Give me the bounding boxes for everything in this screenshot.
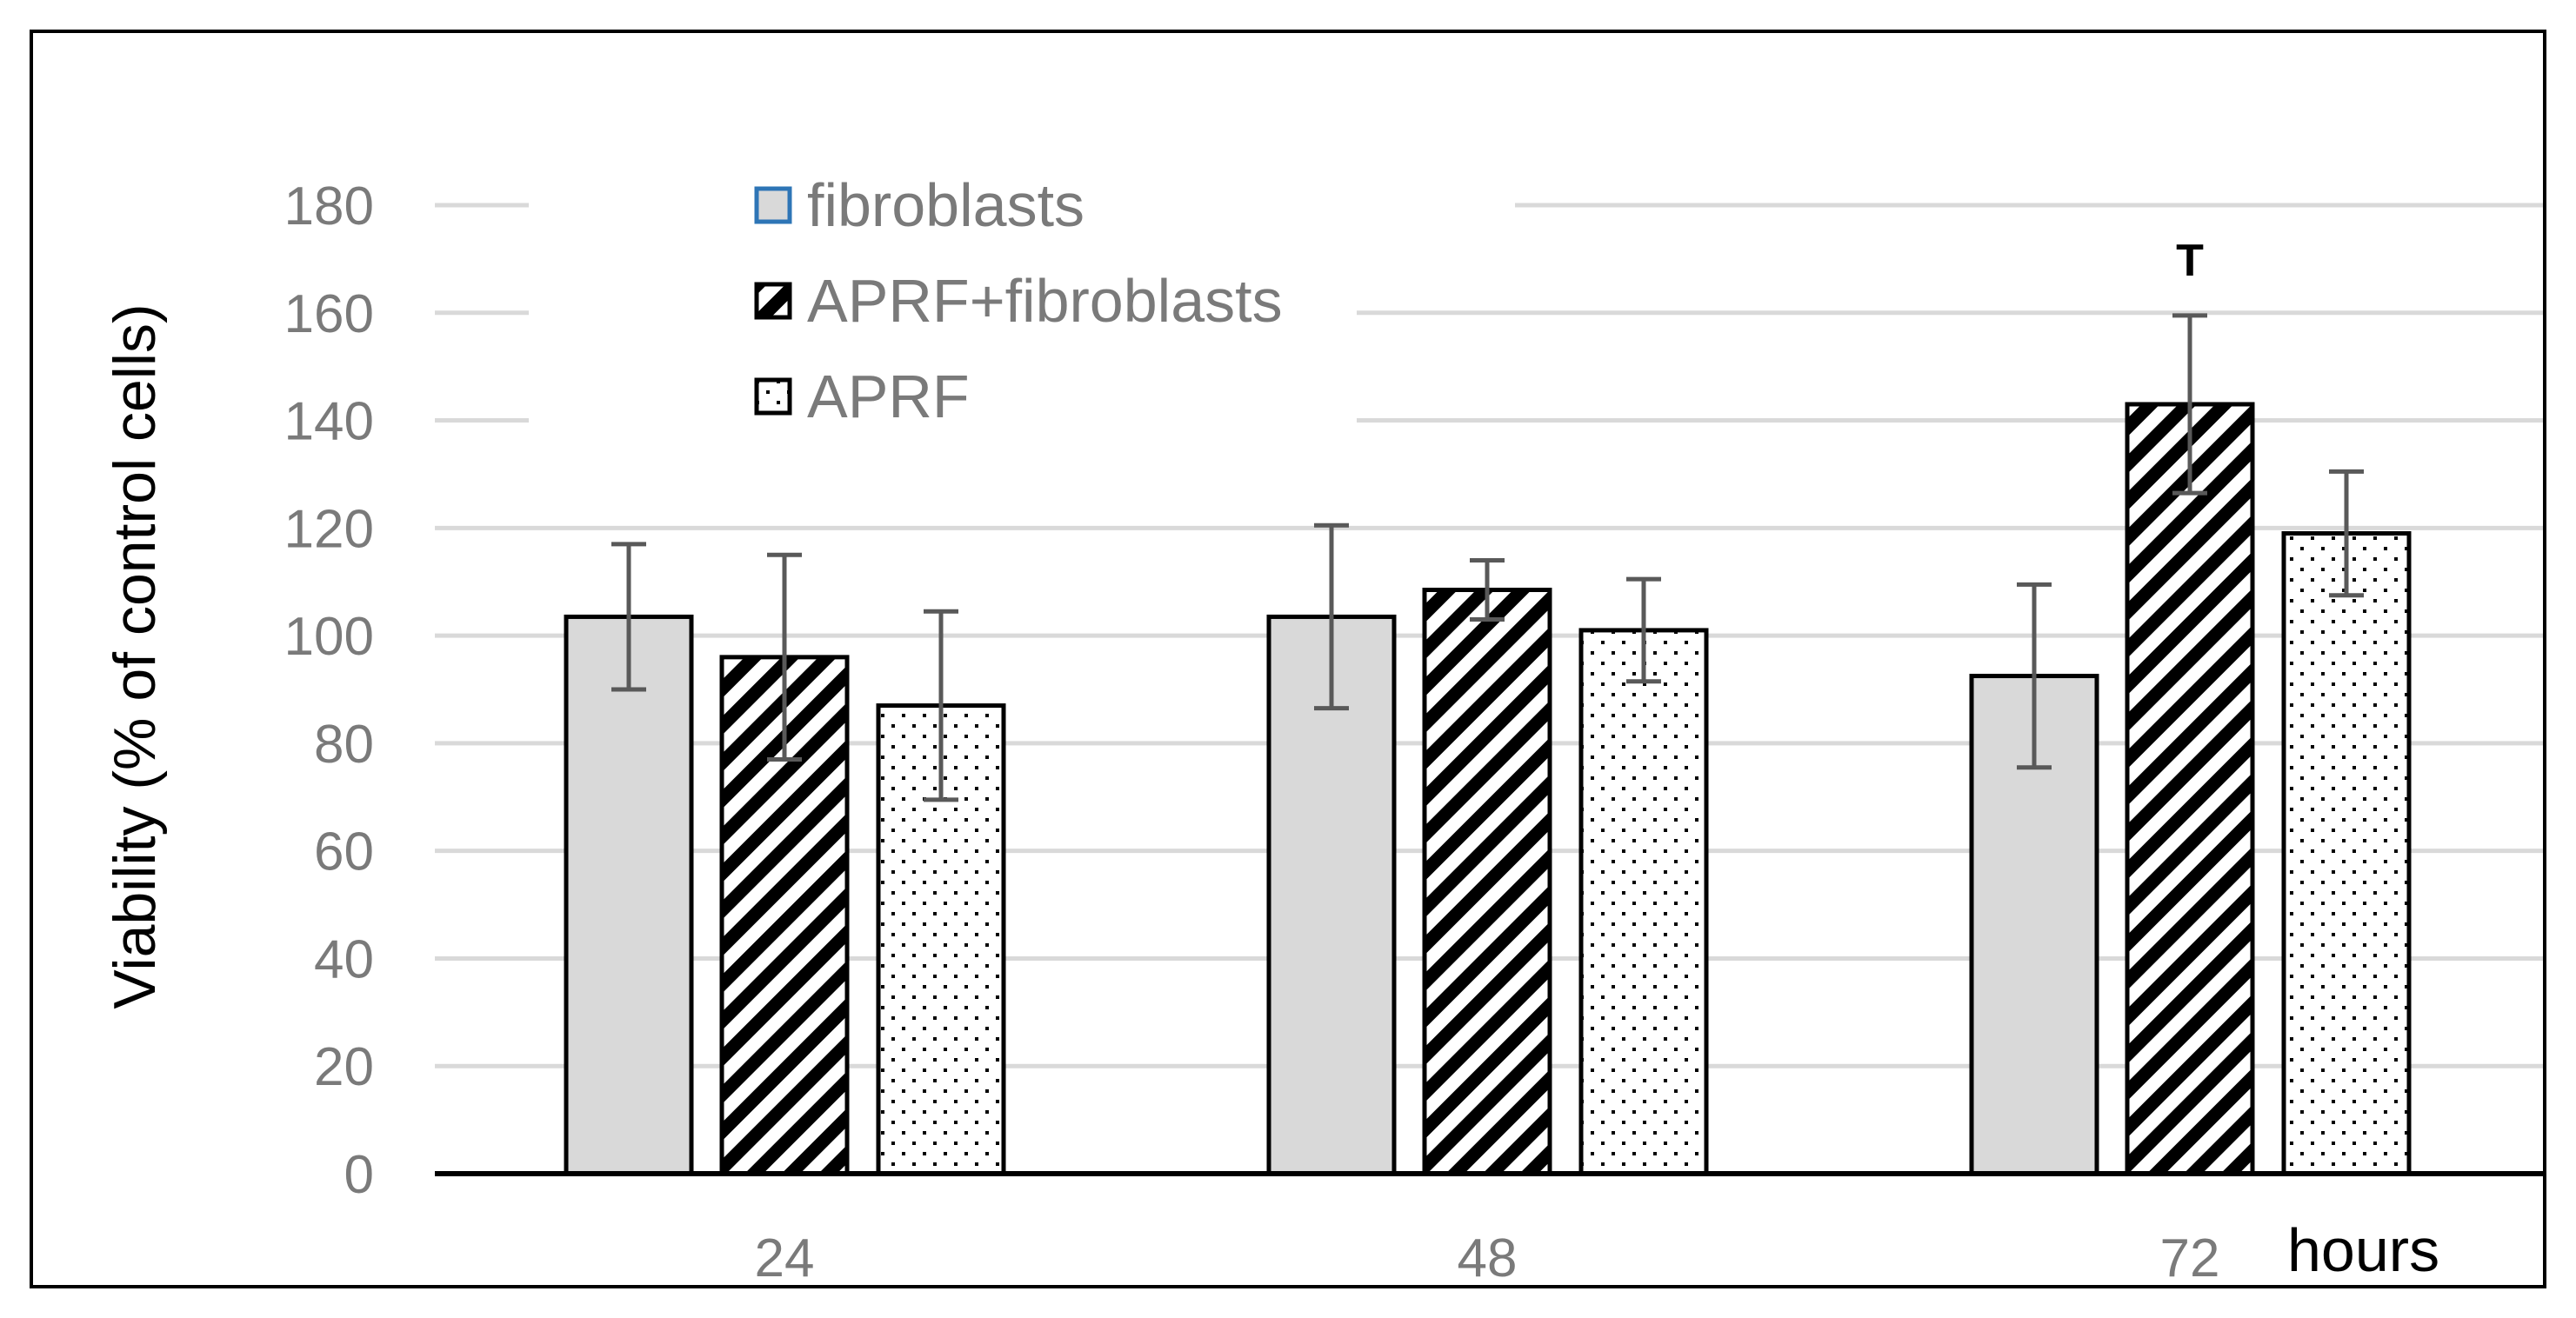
x-tick-label: 48	[1458, 1228, 1518, 1288]
y-tick-labels: 0 20 40 60 80 100 120 140 160 180	[284, 176, 374, 1205]
error-bar	[1470, 557, 1505, 622]
bar-fibroblasts-24	[564, 614, 694, 1176]
y-tick-label: 60	[314, 822, 374, 882]
y-tick-label: 100	[284, 607, 374, 667]
x-tick-label: 24	[755, 1228, 815, 1288]
legend-swatch	[754, 377, 792, 416]
significance-marker: T	[2176, 236, 2204, 286]
y-tick-label: 40	[314, 929, 374, 989]
legend: fibroblasts APRF+fibroblasts APRF	[754, 171, 1283, 430]
error-bar	[767, 552, 802, 762]
error-bar	[1626, 576, 1661, 684]
y-tick-label: 80	[314, 715, 374, 775]
error-bar	[2017, 582, 2052, 770]
legend-swatch	[754, 186, 792, 224]
error-bars	[611, 313, 2364, 802]
error-bar	[2329, 469, 2364, 598]
legend-swatch	[754, 282, 792, 320]
bar-aprf-72	[2281, 531, 2412, 1176]
legend-label: APRF+fibroblasts	[807, 267, 1283, 335]
error-bar	[924, 609, 958, 802]
y-axis-title: Viability (% of control cells)	[102, 303, 168, 1008]
error-bar	[611, 542, 646, 692]
bar-aprf-fibroblasts-48	[1422, 588, 1552, 1176]
y-tick-label: 180	[284, 176, 374, 236]
error-bar	[2172, 313, 2207, 496]
legend-label: fibroblasts	[807, 171, 1084, 239]
x-tick-label: 72	[2160, 1228, 2220, 1288]
legend-label: APRF	[807, 363, 970, 430]
annotations: T	[2176, 236, 2204, 286]
x-axis-unit-label: hours	[2287, 1216, 2439, 1284]
y-tick-label: 120	[284, 499, 374, 559]
x-axis: 24 48 72	[435, 1171, 2543, 1288]
y-tick-label: 20	[314, 1037, 374, 1097]
y-tick-label: 140	[284, 392, 374, 452]
bar-aprf-48	[1578, 628, 1709, 1176]
y-tick-label: 160	[284, 284, 374, 344]
error-bar	[1314, 523, 1349, 711]
y-tick-label: 0	[344, 1145, 374, 1205]
bar-aprf-fibroblasts-72	[2125, 402, 2255, 1176]
